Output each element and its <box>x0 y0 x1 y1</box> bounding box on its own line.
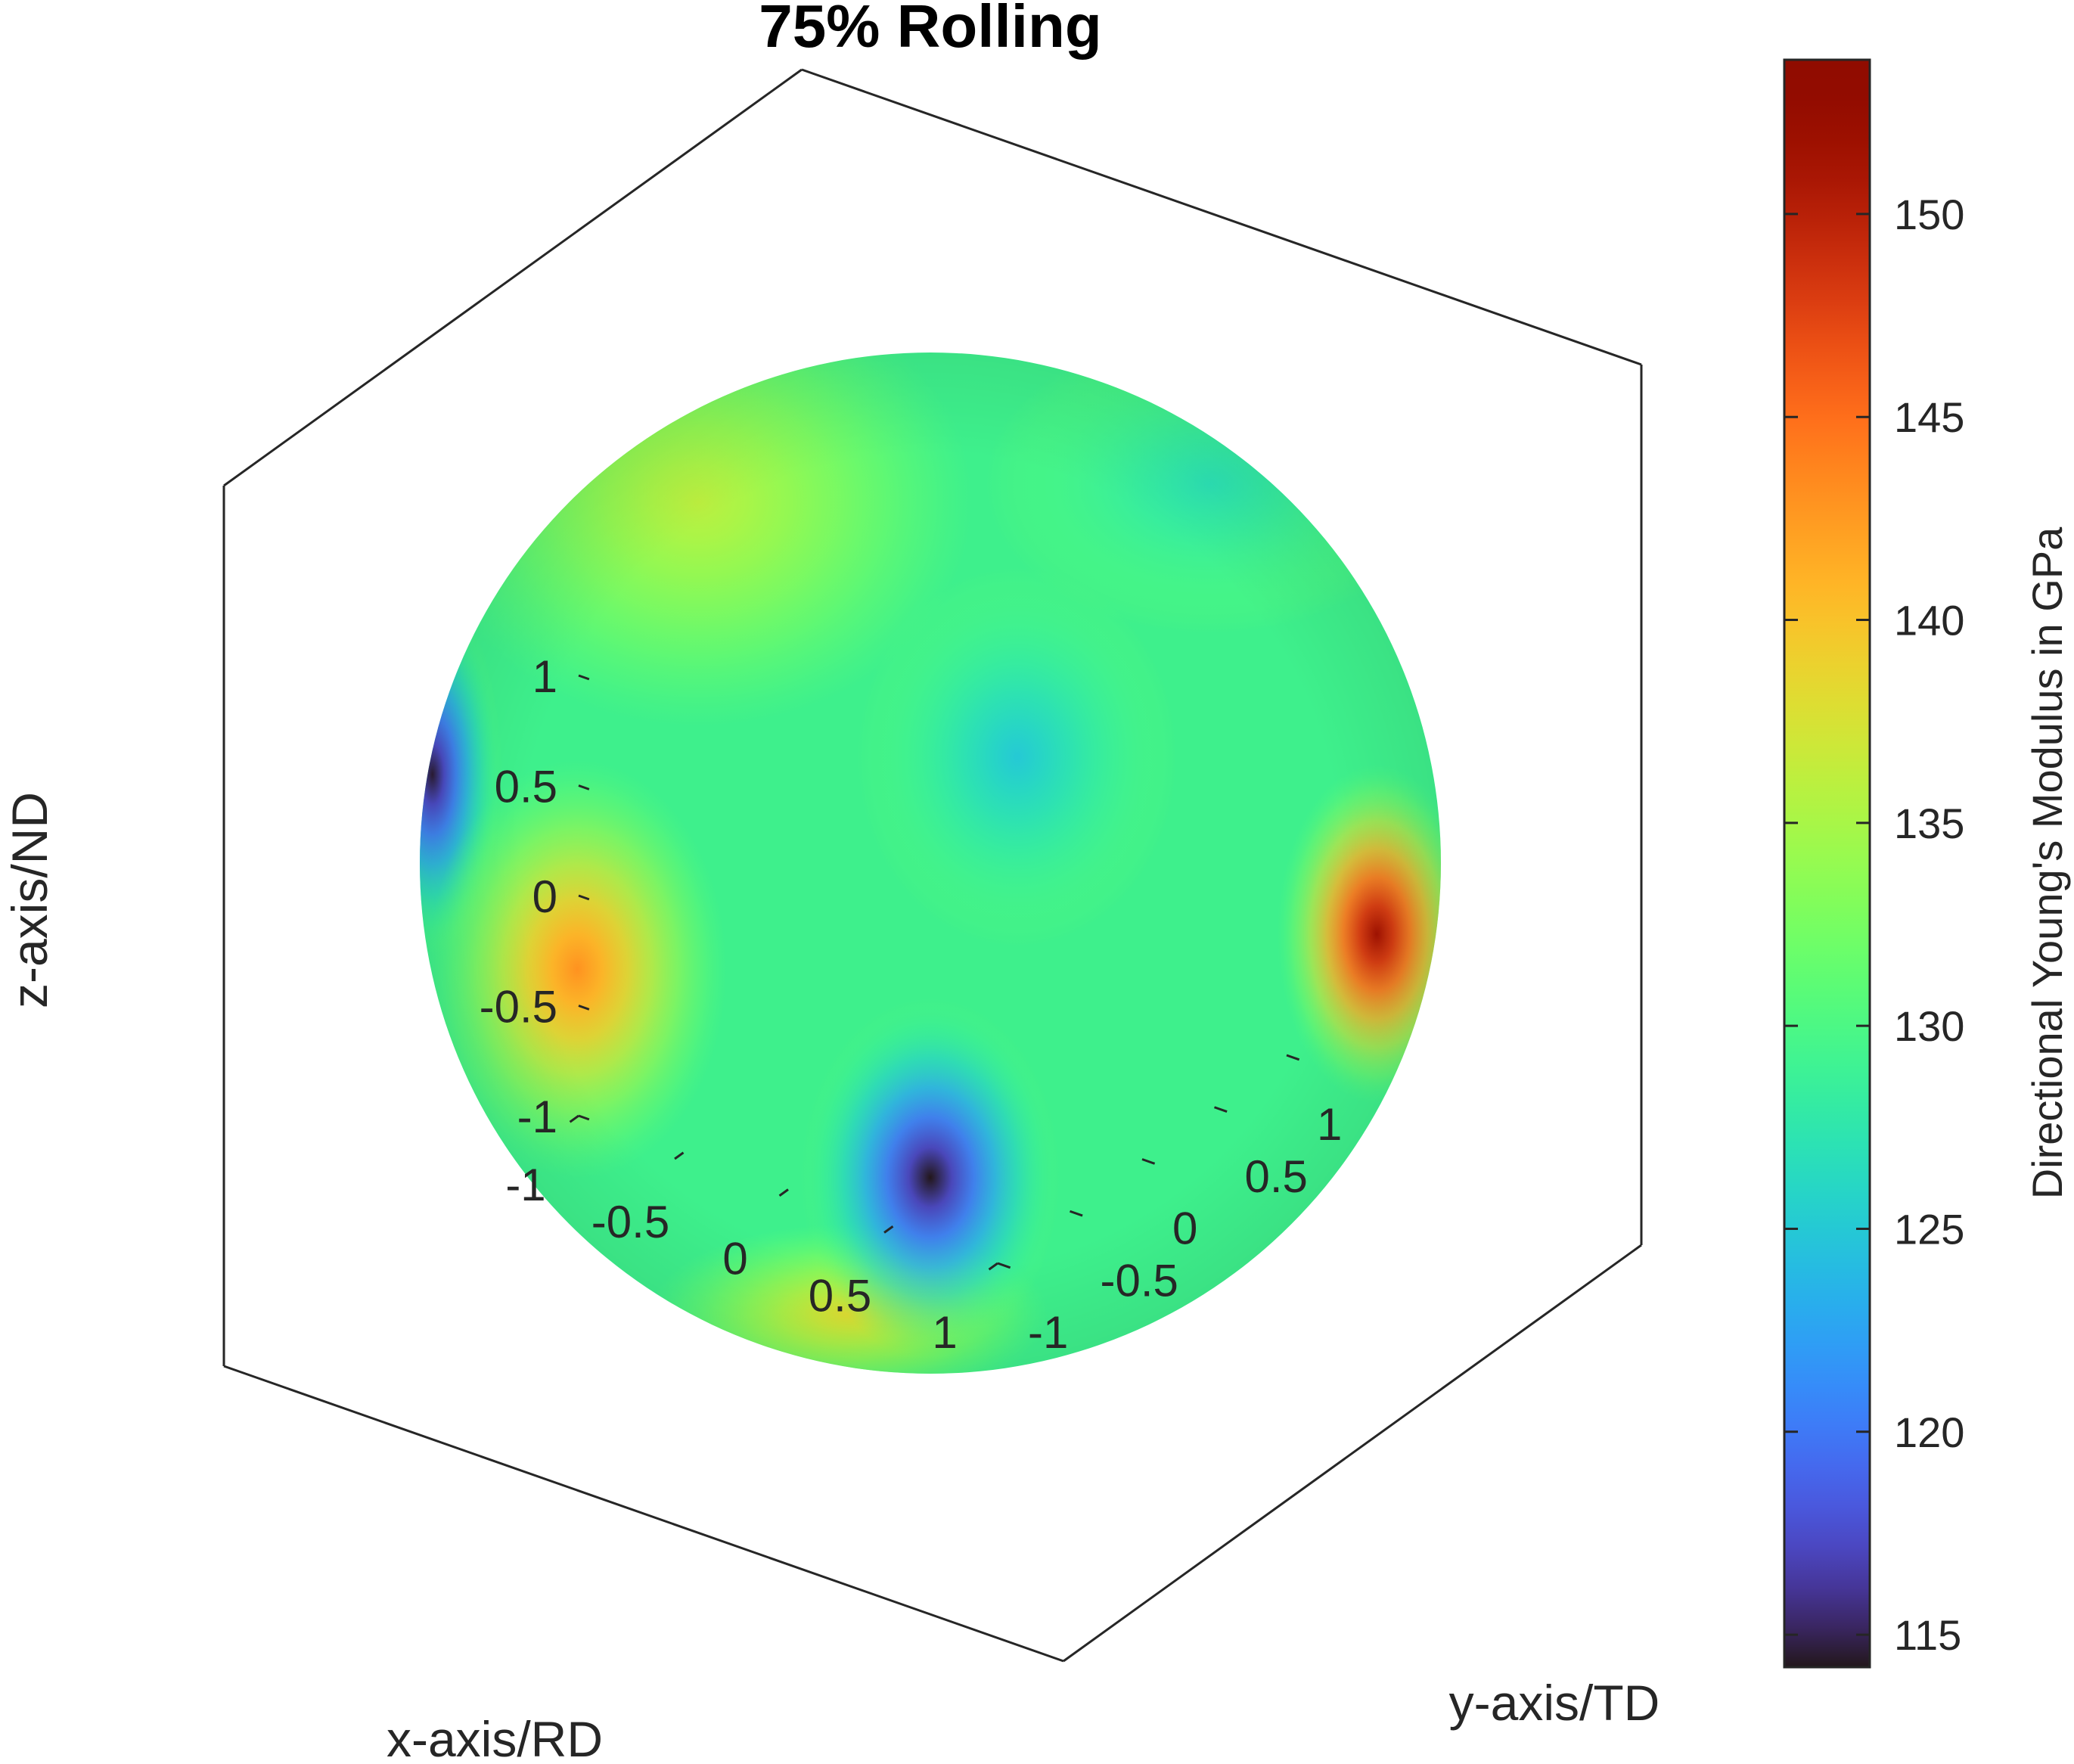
x-tick-label: -1 <box>505 1160 545 1210</box>
box-edge <box>223 68 803 487</box>
box-edge <box>1063 1244 1642 1663</box>
y-tick-mark <box>1141 1158 1156 1165</box>
y-tick-label: -1 <box>1028 1307 1068 1358</box>
z-tick-mark <box>578 674 590 681</box>
colorbar-label: Directional Young's Modulus in GPa <box>2023 526 2071 1199</box>
chart-title: 75% Rolling <box>759 0 1101 60</box>
colorbar-tick-label: 145 <box>1894 393 1964 441</box>
x-tick-mark <box>778 1188 789 1197</box>
z-tick-label: -0.5 <box>480 982 557 1033</box>
axes-box <box>222 68 1643 1663</box>
y-tick-label: 1 <box>1317 1099 1342 1150</box>
z-axis-label: z-axis/ND <box>2 792 57 1008</box>
y-axis-ticks: -1 -0.50 0.51 <box>997 1054 1342 1358</box>
sphere-shading <box>420 352 1441 1374</box>
y-tick-label: -0.5 <box>1101 1255 1178 1306</box>
y-tick-mark <box>1214 1106 1228 1113</box>
colorbar-tick-label: 135 <box>1894 800 1964 847</box>
y-tick-mark <box>997 1262 1011 1269</box>
x-tick-label: -0.5 <box>591 1197 669 1247</box>
z-axis-ticks: -1 -0.5 0 0.5 1 <box>480 651 590 1142</box>
z-tick-mark <box>578 894 590 901</box>
x-tick-mark <box>883 1225 894 1234</box>
z-tick-mark <box>578 1005 590 1011</box>
colorbar: 115 120 125 130 135 140 145 150 Directional You… <box>1783 58 2071 1669</box>
colorbar-tick-label: 130 <box>1894 1002 1964 1050</box>
z-tick-label: 1 <box>532 651 557 702</box>
colorbar-tick-label: 115 <box>1894 1611 1961 1659</box>
box-edge <box>223 1365 1064 1663</box>
sphere-surface <box>420 352 1441 1374</box>
z-tick-label: 0.5 <box>495 762 557 812</box>
y-tick-mark <box>1070 1210 1083 1217</box>
colorbar-tick-label: 120 <box>1894 1408 1964 1456</box>
colorbar-tick-label: 150 <box>1894 191 1964 238</box>
colorbar-ticks: 115 120 125 130 135 140 145 150 <box>1784 191 1964 1659</box>
x-tick-label: 0.5 <box>809 1270 871 1321</box>
x-tick-label: 0 <box>722 1234 747 1284</box>
colorbar-bar <box>1783 58 1871 1669</box>
y-tick-label: 0.5 <box>1245 1151 1308 1202</box>
x-tick-mark <box>569 1114 579 1123</box>
z-tick-mark <box>578 1114 590 1121</box>
y-axis-label: y-axis/TD <box>1449 1675 1660 1731</box>
y-tick-label: 0 <box>1172 1203 1197 1254</box>
z-tick-label: 0 <box>532 871 557 922</box>
x-tick-mark <box>988 1262 998 1271</box>
x-axis-label: x-axis/RD <box>387 1711 603 1760</box>
z-tick-mark <box>578 784 590 790</box>
x-tick-label: 1 <box>932 1307 957 1358</box>
x-tick-mark <box>674 1151 685 1160</box>
y-tick-mark <box>1286 1054 1300 1061</box>
x-axis-ticks: -1 -0.5 0 0.5 1 <box>505 1114 998 1358</box>
colorbar-tick-label: 140 <box>1894 597 1964 644</box>
z-tick-label: -1 <box>517 1092 557 1142</box>
box-edge <box>801 68 1642 366</box>
colorbar-tick-label: 125 <box>1894 1205 1964 1253</box>
